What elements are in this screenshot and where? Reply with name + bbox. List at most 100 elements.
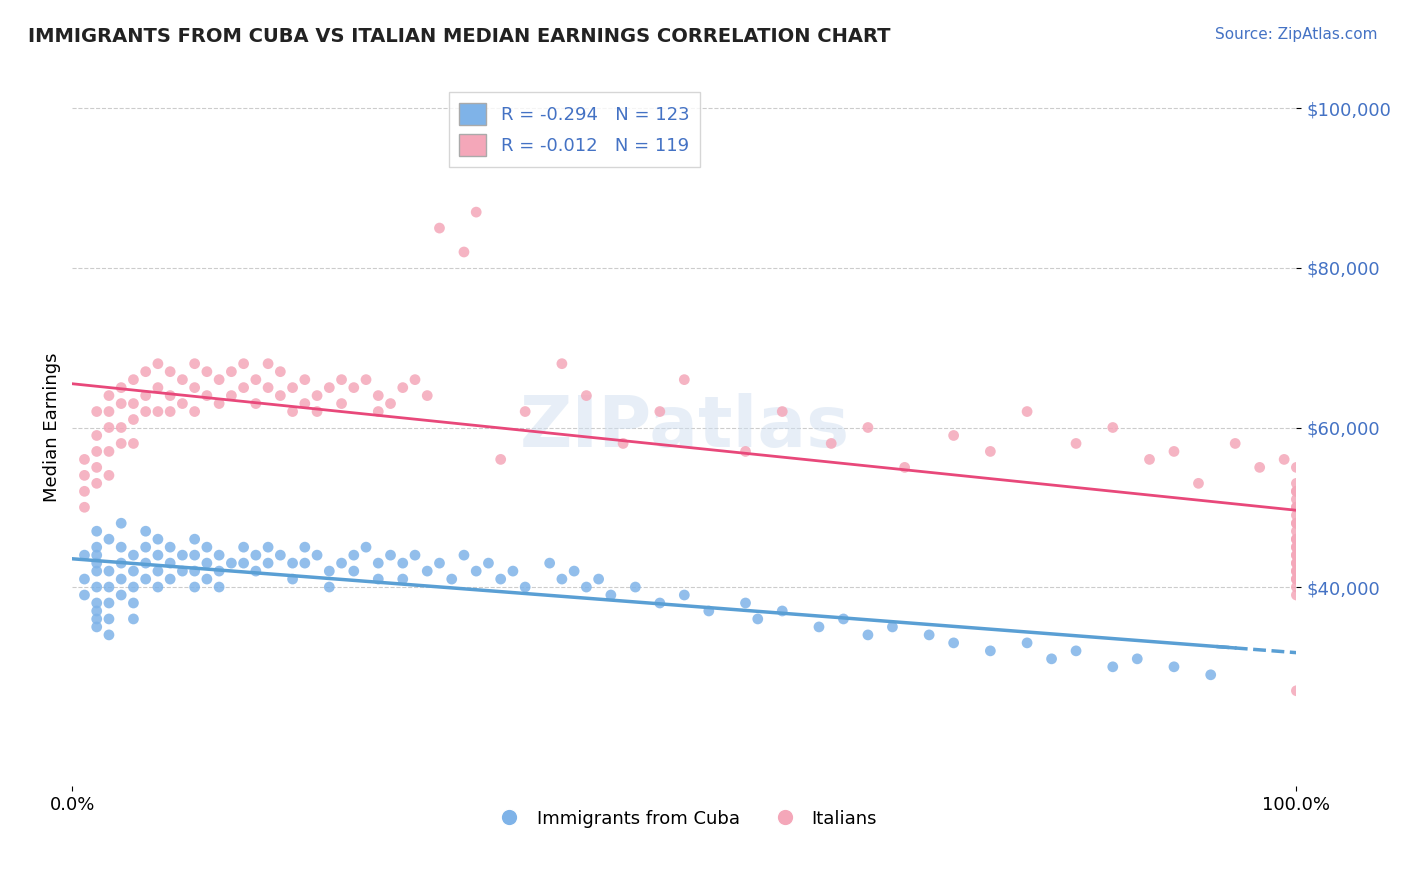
Point bbox=[146, 580, 169, 594]
Point bbox=[391, 556, 413, 570]
Point bbox=[86, 444, 108, 458]
Point bbox=[159, 556, 181, 570]
Point bbox=[73, 588, 96, 602]
Point bbox=[86, 556, 108, 570]
Point bbox=[673, 588, 696, 602]
Point bbox=[1285, 683, 1308, 698]
Point bbox=[73, 548, 96, 562]
Point bbox=[770, 604, 793, 618]
Point bbox=[942, 636, 965, 650]
Point bbox=[502, 564, 524, 578]
Point bbox=[440, 572, 463, 586]
Point bbox=[73, 572, 96, 586]
Point bbox=[820, 436, 842, 450]
Point bbox=[1249, 460, 1271, 475]
Point bbox=[269, 548, 291, 562]
Point bbox=[183, 548, 205, 562]
Point bbox=[183, 381, 205, 395]
Point bbox=[429, 556, 451, 570]
Point bbox=[307, 548, 329, 562]
Point bbox=[624, 580, 647, 594]
Point bbox=[489, 452, 512, 467]
Point bbox=[86, 476, 108, 491]
Point bbox=[110, 396, 132, 410]
Point bbox=[1163, 444, 1185, 458]
Point bbox=[318, 564, 340, 578]
Point bbox=[122, 580, 145, 594]
Point bbox=[281, 404, 304, 418]
Point bbox=[281, 381, 304, 395]
Point bbox=[465, 564, 488, 578]
Point bbox=[1285, 492, 1308, 507]
Point bbox=[1285, 564, 1308, 578]
Point bbox=[648, 404, 671, 418]
Point bbox=[97, 404, 120, 418]
Point bbox=[208, 580, 231, 594]
Point bbox=[551, 357, 574, 371]
Legend: Immigrants from Cuba, Italians: Immigrants from Cuba, Italians bbox=[484, 803, 884, 835]
Point bbox=[697, 604, 720, 618]
Point bbox=[538, 556, 561, 570]
Point bbox=[172, 373, 194, 387]
Point bbox=[1285, 556, 1308, 570]
Point bbox=[73, 452, 96, 467]
Point bbox=[391, 381, 413, 395]
Point bbox=[86, 580, 108, 594]
Point bbox=[97, 628, 120, 642]
Point bbox=[330, 373, 353, 387]
Point bbox=[86, 524, 108, 539]
Point bbox=[942, 428, 965, 442]
Point bbox=[1285, 532, 1308, 546]
Point bbox=[97, 444, 120, 458]
Point bbox=[1285, 516, 1308, 531]
Point bbox=[110, 516, 132, 531]
Point bbox=[1139, 452, 1161, 467]
Point bbox=[269, 365, 291, 379]
Point bbox=[330, 556, 353, 570]
Point bbox=[146, 532, 169, 546]
Point bbox=[343, 548, 366, 562]
Point bbox=[195, 556, 218, 570]
Point bbox=[135, 388, 157, 402]
Y-axis label: Median Earnings: Median Earnings bbox=[44, 352, 60, 502]
Point bbox=[245, 396, 267, 410]
Point bbox=[856, 420, 879, 434]
Point bbox=[1285, 540, 1308, 554]
Point bbox=[97, 532, 120, 546]
Point bbox=[1285, 476, 1308, 491]
Point bbox=[588, 572, 610, 586]
Point bbox=[159, 388, 181, 402]
Point bbox=[146, 381, 169, 395]
Point bbox=[1285, 588, 1308, 602]
Point bbox=[257, 381, 280, 395]
Point bbox=[416, 564, 439, 578]
Point bbox=[110, 381, 132, 395]
Point bbox=[183, 532, 205, 546]
Point bbox=[1187, 476, 1209, 491]
Point bbox=[1017, 404, 1039, 418]
Point bbox=[1285, 500, 1308, 515]
Point bbox=[354, 540, 377, 554]
Point bbox=[673, 373, 696, 387]
Point bbox=[1285, 572, 1308, 586]
Point bbox=[404, 548, 426, 562]
Point bbox=[221, 556, 243, 570]
Point bbox=[562, 564, 585, 578]
Point bbox=[367, 572, 389, 586]
Point bbox=[159, 540, 181, 554]
Point bbox=[257, 540, 280, 554]
Point bbox=[1285, 484, 1308, 499]
Point bbox=[122, 412, 145, 426]
Point bbox=[734, 596, 756, 610]
Point bbox=[97, 420, 120, 434]
Point bbox=[882, 620, 904, 634]
Text: Source: ZipAtlas.com: Source: ZipAtlas.com bbox=[1215, 27, 1378, 42]
Point bbox=[343, 564, 366, 578]
Point bbox=[343, 381, 366, 395]
Point bbox=[1272, 452, 1295, 467]
Point bbox=[391, 572, 413, 586]
Point bbox=[135, 540, 157, 554]
Point bbox=[1285, 516, 1308, 531]
Point bbox=[97, 596, 120, 610]
Point bbox=[232, 556, 254, 570]
